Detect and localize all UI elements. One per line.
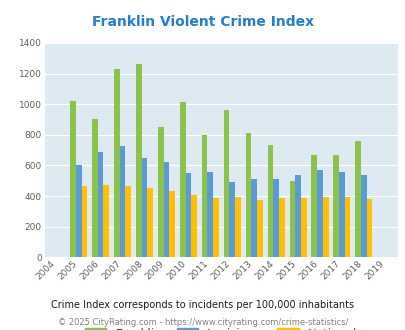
Bar	[179, 102, 185, 257]
Bar	[169, 191, 175, 257]
Bar	[103, 185, 109, 257]
Bar	[316, 170, 322, 257]
Legend: Franklin, Louisiana, National: Franklin, Louisiana, National	[85, 328, 356, 330]
Bar	[300, 198, 306, 257]
Bar	[344, 197, 350, 257]
Bar	[245, 133, 251, 257]
Bar	[114, 69, 119, 257]
Bar	[256, 200, 262, 257]
Bar	[278, 198, 284, 257]
Bar	[354, 141, 360, 257]
Bar	[273, 179, 278, 257]
Bar	[119, 146, 125, 257]
Bar	[322, 197, 328, 257]
Bar	[147, 188, 153, 257]
Bar	[141, 158, 147, 257]
Text: © 2025 CityRating.com - https://www.cityrating.com/crime-statistics/: © 2025 CityRating.com - https://www.city…	[58, 318, 347, 327]
Bar	[98, 152, 103, 257]
Bar	[311, 155, 316, 257]
Text: Franklin Violent Crime Index: Franklin Violent Crime Index	[92, 15, 313, 29]
Bar	[207, 172, 213, 257]
Bar	[191, 195, 196, 257]
Bar	[223, 110, 229, 257]
Bar	[81, 186, 87, 257]
Bar	[229, 182, 234, 257]
Bar	[163, 162, 169, 257]
Bar	[360, 175, 366, 257]
Bar	[70, 101, 76, 257]
Bar	[267, 145, 273, 257]
Bar	[136, 64, 141, 257]
Bar	[76, 165, 81, 257]
Text: Crime Index corresponds to incidents per 100,000 inhabitants: Crime Index corresponds to incidents per…	[51, 300, 354, 310]
Bar	[366, 199, 371, 257]
Bar	[158, 127, 163, 257]
Bar	[251, 179, 256, 257]
Bar	[125, 186, 131, 257]
Bar	[201, 135, 207, 257]
Bar	[294, 175, 300, 257]
Bar	[338, 172, 344, 257]
Bar	[333, 155, 338, 257]
Bar	[92, 119, 98, 257]
Bar	[185, 173, 191, 257]
Bar	[289, 181, 294, 257]
Bar	[234, 197, 240, 257]
Bar	[213, 198, 218, 257]
